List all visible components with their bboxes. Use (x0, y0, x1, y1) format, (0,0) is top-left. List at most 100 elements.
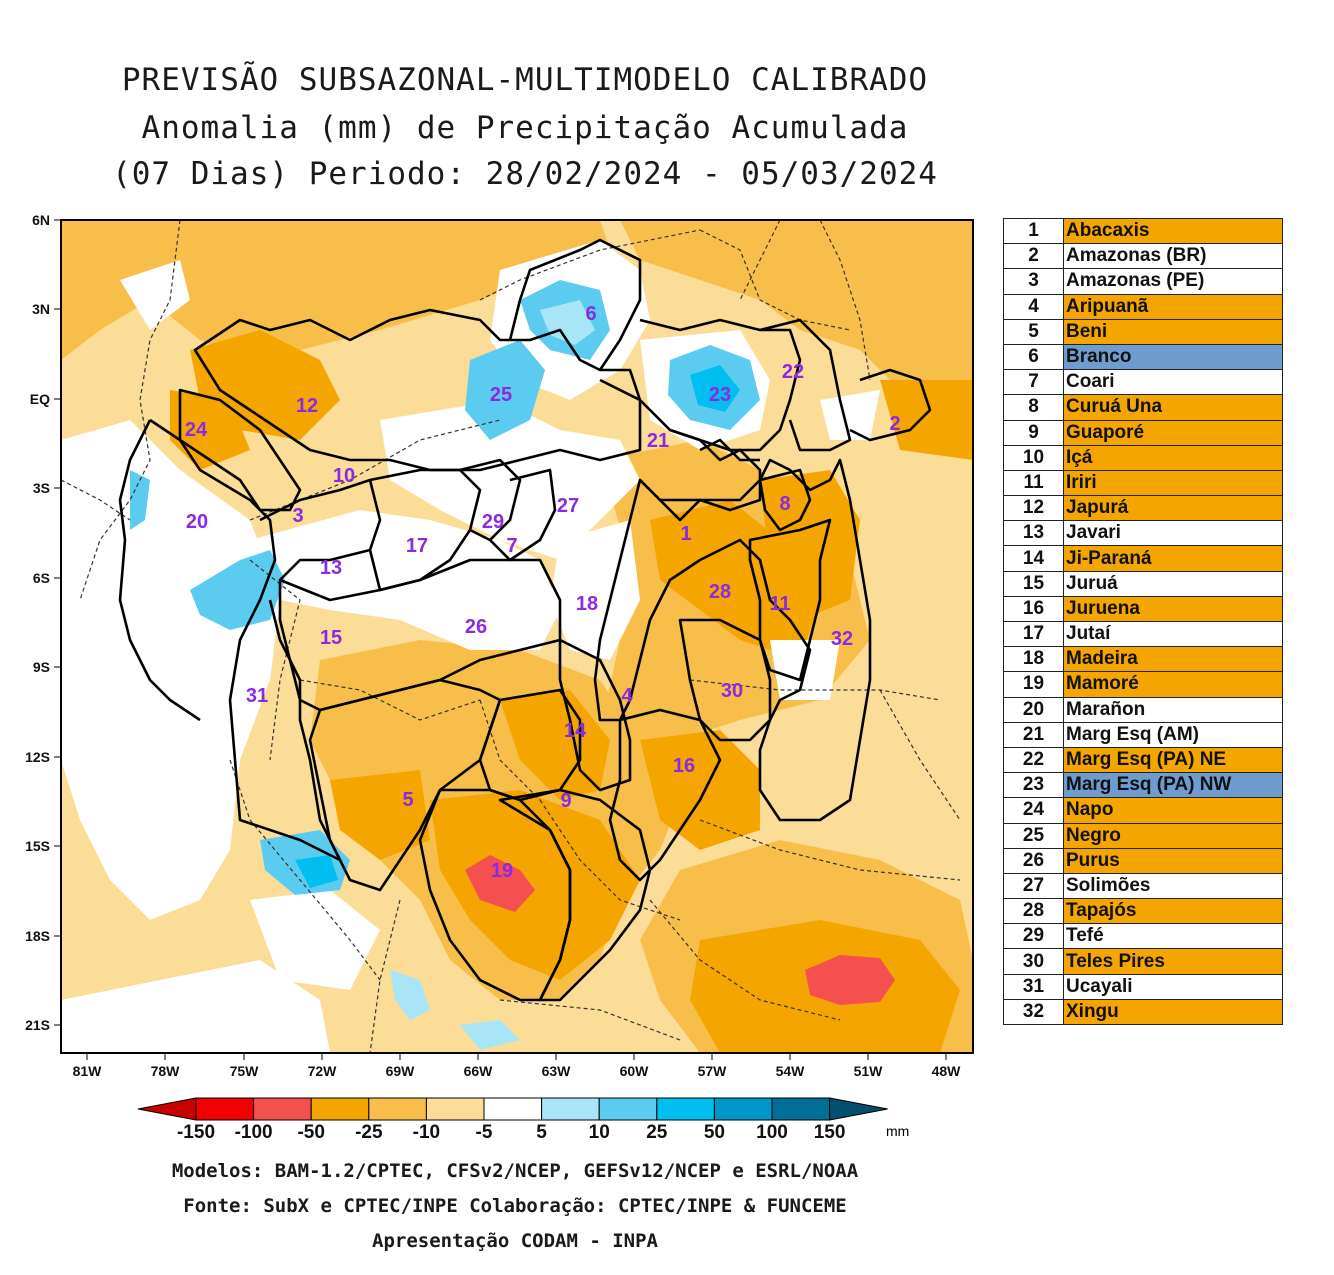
legend-basin-name: Napo (1063, 797, 1283, 824)
basin-label-26: 26 (465, 616, 487, 638)
basin-label-24: 24 (185, 419, 208, 441)
legend-row: 26 Purus (1003, 847, 1283, 874)
legend-basin-name: Amazonas (PE) (1063, 268, 1283, 295)
legend-row: 7 Coari (1003, 369, 1283, 396)
basin-legend-table: 1 Abacaxis 2 Amazonas (BR) 3 Amazonas (PE) 4 Ar… (1003, 217, 1283, 1026)
colorbar-arrow-high (829, 1097, 888, 1121)
colorbar-label: -150 (177, 1122, 215, 1143)
legend-basin-number: 30 (1003, 948, 1064, 975)
basin-label-19: 19 (491, 860, 513, 882)
legend-row: 5 Beni (1003, 318, 1283, 345)
legend-basin-name: Branco (1063, 343, 1283, 371)
colorbar-segment (713, 1097, 773, 1121)
colorbar-label: 25 (646, 1122, 668, 1143)
legend-basin-name: Içá (1063, 444, 1283, 471)
basin-label-23: 23 (709, 384, 731, 406)
legend-basin-number: 27 (1003, 872, 1064, 900)
legend-basin-name: Marg Esq (PA) NW (1063, 772, 1283, 799)
colorbar-label: 5 (536, 1122, 547, 1143)
legend-row: 8 Curuá Una (1003, 394, 1283, 421)
legend-basin-name: Japurá (1063, 495, 1283, 522)
colorbar-segment (368, 1097, 427, 1121)
lon-tick-label: 51W (854, 1063, 884, 1079)
legend-row: 14 Ji-Paraná (1003, 545, 1283, 572)
legend-basin-name: Ucayali (1063, 973, 1283, 1000)
lat-tick-label: 6N (32, 212, 50, 228)
legend-basin-number: 23 (1003, 772, 1064, 799)
legend-row: 27 Solimões (1003, 872, 1283, 900)
colorbar-label: -25 (355, 1122, 383, 1143)
legend-basin-number: 17 (1003, 620, 1064, 648)
legend-basin-name: Teles Pires (1063, 948, 1283, 975)
legend-row: 13 Javari (1003, 520, 1283, 547)
legend-basin-number: 20 (1003, 696, 1064, 723)
legend-basin-name: Solimões (1063, 872, 1283, 900)
legend-row: 25 Negro (1003, 822, 1283, 849)
legend-row: 18 Madeira (1003, 646, 1283, 673)
legend-row: 31 Ucayali (1003, 973, 1283, 1000)
basin-label-6: 6 (585, 303, 596, 325)
lat-tick-label: 6S (33, 570, 50, 586)
basin-label-7: 7 (506, 535, 517, 557)
basin-label-22: 22 (782, 361, 804, 383)
legend-row: 17 Jutaí (1003, 620, 1283, 648)
legend-row: 22 Marg Esq (PA) NE (1003, 746, 1283, 774)
colorbar-label: -5 (476, 1122, 493, 1143)
basin-label-14: 14 (564, 720, 587, 742)
colorbar-segment (541, 1097, 600, 1121)
basin-label-2: 2 (889, 413, 900, 435)
legend-basin-name: Jutaí (1063, 620, 1283, 648)
legend-basin-number: 3 (1003, 268, 1064, 295)
basin-label-11: 11 (769, 593, 790, 615)
legend-basin-number: 28 (1003, 898, 1064, 925)
legend-basin-name: Marañon (1063, 696, 1283, 723)
colorbar-segment (598, 1097, 658, 1121)
basin-outlines (118, 238, 932, 1002)
legend-basin-number: 24 (1003, 797, 1064, 824)
legend-row: 21 Marg Esq (AM) (1003, 721, 1283, 748)
legend-basin-name: Tapajós (1063, 898, 1283, 925)
lon-tick-label: 57W (698, 1063, 728, 1079)
lat-tick-label: 3N (32, 301, 50, 317)
legend-basin-number: 1 (1003, 217, 1064, 245)
credits-models: Modelos: BAM-1.2/CPTEC, CFSv2/NCEP, GEFS… (171, 1160, 859, 1182)
basin-label-29: 29 (482, 511, 504, 533)
colorbar-label: 100 (756, 1122, 788, 1143)
legend-row: 16 Juruena (1003, 595, 1283, 623)
legend-basin-name: Purus (1063, 847, 1283, 874)
legend-row: 23 Marg Esq (PA) NW (1003, 772, 1283, 799)
basin-label-12: 12 (296, 395, 318, 417)
legend-row: 3 Amazonas (PE) (1003, 268, 1283, 295)
lon-tick-label: 69W (386, 1063, 416, 1079)
colorbar: -150 -100 -50 -25 -10 -5 5 10 25 50 100 150 mm (137, 1097, 909, 1143)
legend-basin-name: Juruá (1063, 570, 1283, 597)
legend-basin-number: 29 (1003, 923, 1064, 950)
credits-presentation: Apresentação CODAM - INPA (372, 1230, 658, 1252)
legend-basin-number: 18 (1003, 646, 1064, 673)
legend-basin-number: 10 (1003, 444, 1064, 471)
legend-basin-number: 32 (1003, 998, 1064, 1026)
lat-tick-label: 9S (33, 659, 50, 675)
map-title: PREVISÃO SUBSAZONAL-MULTIMODELO CALIBRAD… (121, 62, 929, 98)
basin-label-27: 27 (557, 495, 579, 517)
lat-tick-label: 3S (33, 480, 50, 496)
basin-label-20: 20 (186, 511, 208, 533)
legend-row: 4 Aripuanã (1003, 293, 1283, 320)
legend-basin-number: 6 (1003, 343, 1064, 371)
basin-label-18: 18 (576, 593, 598, 615)
legend-row: 28 Tapajós (1003, 898, 1283, 925)
legend-basin-number: 14 (1003, 545, 1064, 572)
legend-basin-name: Iriri (1063, 469, 1283, 497)
lon-tick-label: 66W (464, 1063, 494, 1079)
legend-row: 19 Mamoré (1003, 671, 1283, 698)
legend-row: 11 Iriri (1003, 469, 1283, 497)
colorbar-segment (771, 1097, 831, 1121)
colorbar-label: -10 (413, 1122, 440, 1143)
legend-basin-number: 7 (1003, 369, 1064, 396)
legend-basin-number: 21 (1003, 721, 1064, 748)
legend-basin-name: Tefé (1063, 923, 1283, 950)
legend-basin-number: 16 (1003, 595, 1064, 623)
legend-basin-name: Guaporé (1063, 419, 1283, 446)
basin-label-31: 31 (246, 685, 268, 707)
legend-basin-name: Ji-Paraná (1063, 545, 1283, 572)
